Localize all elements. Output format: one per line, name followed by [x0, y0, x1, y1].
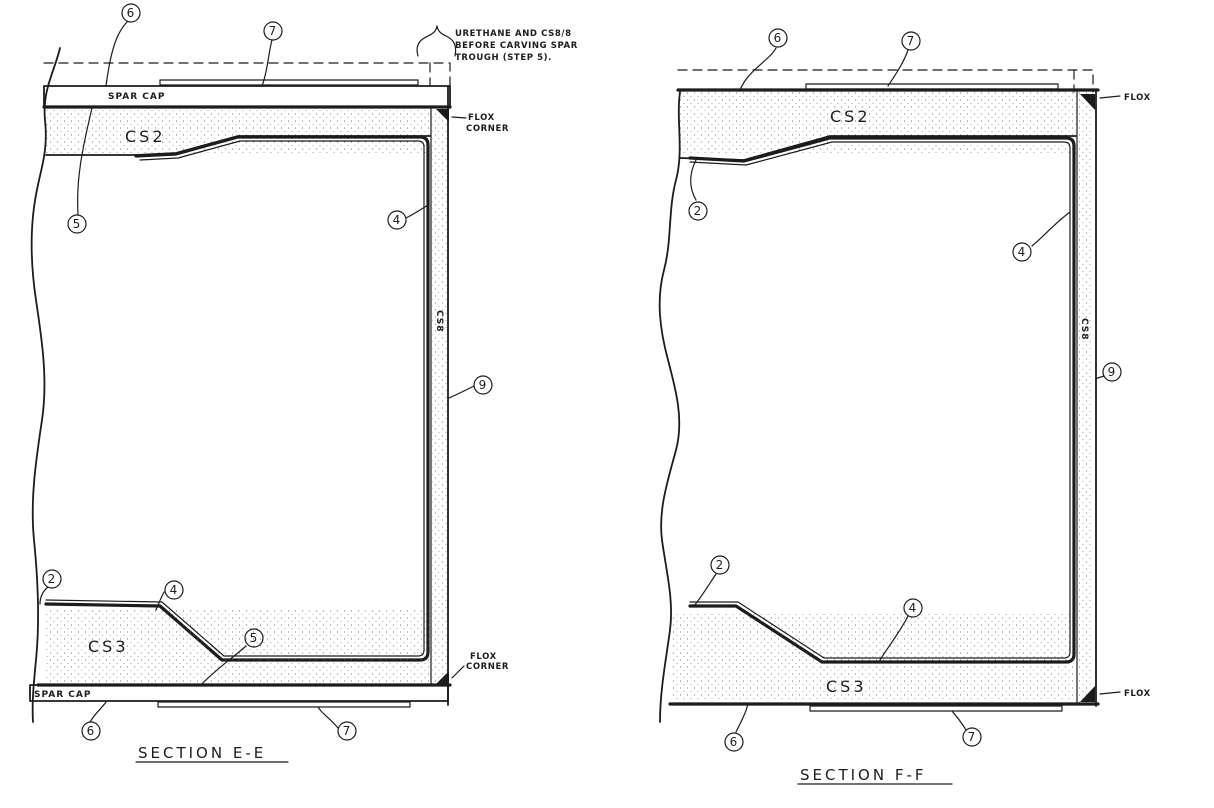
- bubble-6-top-left: 6: [105, 3, 141, 87]
- svg-text:7: 7: [907, 34, 916, 48]
- spar-cap-bottom-left: [29, 684, 449, 702]
- cs2-block-right-fill: [680, 92, 1076, 154]
- svg-text:2: 2: [716, 558, 725, 572]
- flox-note-bottom-left: FLOX CORNER: [451, 652, 509, 679]
- svg-text:7: 7: [968, 730, 977, 744]
- cs2-label-right: CS2: [830, 107, 871, 126]
- inner-skin-left: [44, 135, 430, 662]
- cs2-block-left-fill: [46, 109, 430, 155]
- svg-text:CORNER: CORNER: [466, 124, 509, 134]
- svg-text:2: 2: [48, 572, 57, 586]
- bubble-9-left: 9: [448, 375, 493, 399]
- svg-text:BEFORE CARVING SPAR: BEFORE CARVING SPAR: [455, 41, 578, 51]
- svg-text:6: 6: [774, 31, 783, 45]
- svg-text:CORNER: CORNER: [466, 662, 509, 672]
- bubble-4-right-left: 4: [387, 204, 429, 230]
- section-e-e: SPAR CAP CS2 CS3 SPAR CAP CS8 FLOX CORNE…: [29, 3, 578, 763]
- bubble-7-bottom-right: 7: [951, 710, 982, 747]
- svg-text:4: 4: [1018, 245, 1027, 259]
- svg-text:9: 9: [479, 378, 488, 392]
- spar-cap-bottom-label-left: SPAR CAP: [34, 690, 91, 700]
- svg-text:FLOX: FLOX: [1124, 689, 1151, 699]
- bubble-7-bottom-left: 7: [317, 706, 357, 741]
- bubble-2-bottom-left: 2: [39, 569, 62, 605]
- bubble-6-bottom-left: 6: [81, 701, 107, 741]
- svg-text:5: 5: [250, 631, 259, 645]
- section-f-f: CS2 CS3 CS8 FLOX FLOX 6 7 2: [658, 28, 1151, 785]
- flox-corner-top-left: [436, 109, 449, 122]
- spar-cap-top-left: [43, 85, 451, 108]
- bubble-4-bottom-right: 4: [879, 598, 923, 661]
- section-f-f-title: SECTION F-F: [800, 766, 927, 784]
- cs3-block-left-fill: [46, 608, 430, 684]
- svg-text:7: 7: [269, 24, 278, 38]
- svg-text:4: 4: [170, 583, 179, 597]
- svg-text:URETHANE AND CS8/8: URETHANE AND CS8/8: [455, 29, 572, 39]
- flox-corner-bottom-left: [436, 671, 449, 684]
- svg-text:2: 2: [694, 204, 703, 218]
- inner-skin-left-2: [45, 140, 425, 657]
- bubble-9-right: 9: [1095, 362, 1122, 382]
- dashed-outline-left: [43, 62, 451, 87]
- flox-corner-top-right: [1080, 94, 1095, 110]
- svg-text:9: 9: [1108, 365, 1117, 379]
- svg-text:6: 6: [730, 735, 739, 749]
- bubble-5-top-left: 5: [67, 107, 93, 234]
- spar-cap-top-label-left: SPAR CAP: [108, 92, 165, 102]
- glass-strip-top-left: [159, 79, 419, 86]
- break-line-right: [658, 91, 681, 723]
- cs2-label-left: CS2: [125, 127, 166, 146]
- cs8-column-right-fill: [1078, 92, 1092, 704]
- flox-note-top-right: FLOX: [1099, 93, 1151, 103]
- bubble-4-right: 4: [1012, 211, 1071, 262]
- svg-text:FLOX: FLOX: [470, 652, 497, 662]
- bubble-2-bottom-right: 2: [693, 555, 730, 607]
- glass-strip-bottom-left: [157, 701, 411, 708]
- flox-corner-bottom-right: [1080, 686, 1095, 702]
- svg-text:4: 4: [393, 213, 402, 227]
- glass-strip-top-right: [805, 83, 1059, 90]
- bubble-7-top-left: 7: [261, 21, 283, 87]
- cs8-label-left: CS8: [434, 310, 444, 333]
- svg-text:6: 6: [87, 724, 96, 738]
- break-line-left: [30, 47, 61, 723]
- svg-text:FLOX: FLOX: [1124, 93, 1151, 103]
- inner-skin-right-2: [689, 141, 1071, 659]
- svg-text:5: 5: [73, 217, 82, 231]
- bubble-4-bottom-left: 4: [155, 580, 184, 611]
- flox-note-top-left: FLOX CORNER: [451, 113, 509, 134]
- bubble-6-top-right: 6: [739, 28, 788, 91]
- cs8-column-left-fill: [432, 109, 448, 685]
- inner-skin-right: [688, 136, 1076, 664]
- cs3-label-right: CS3: [826, 677, 867, 696]
- glass-strip-bottom-right: [809, 705, 1063, 712]
- bubble-5-bottom-left: 5: [199, 628, 264, 687]
- cs8-label-right: CS8: [1079, 318, 1089, 341]
- svg-text:7: 7: [343, 724, 352, 738]
- bubble-6-bottom-right: 6: [724, 703, 749, 752]
- bubble-2-top-right: 2: [688, 159, 708, 221]
- bubble-7-top-right: 7: [887, 31, 921, 87]
- dashed-outline-right: [677, 69, 1094, 93]
- svg-text:TROUGH (STEP 5).: TROUGH (STEP 5).: [455, 53, 552, 63]
- cs3-label-left: CS3: [88, 637, 129, 656]
- section-e-e-title: SECTION E-E: [138, 744, 266, 762]
- urethane-note: URETHANE AND CS8/8 BEFORE CARVING SPAR T…: [416, 25, 578, 63]
- svg-text:4: 4: [909, 601, 918, 615]
- flox-note-bottom-right: FLOX: [1099, 689, 1151, 699]
- svg-text:6: 6: [127, 6, 136, 20]
- cs3-block-right-fill: [672, 612, 1074, 700]
- svg-text:FLOX: FLOX: [468, 113, 495, 123]
